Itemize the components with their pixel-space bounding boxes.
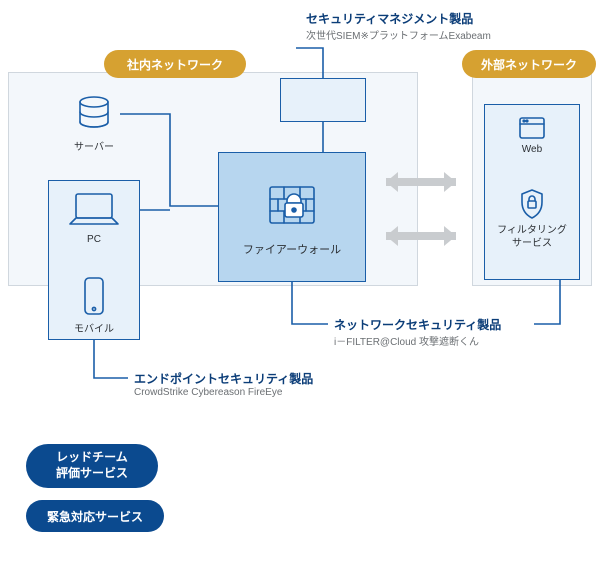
sec-mgmt-sub: 次世代SIEM※プラットフォームExabeam — [306, 27, 491, 42]
browser-window-icon — [518, 116, 546, 140]
firewall-label: ファイアーウォール — [243, 241, 341, 257]
firewall-box: ファイアーウォール — [218, 152, 366, 282]
red-team-pill-label: レッドチーム 評価サービス — [56, 450, 128, 481]
endpoint-title: エンドポイントセキュリティ製品 — [134, 370, 313, 387]
internal-network-pill-label: 社内ネットワーク — [127, 56, 223, 73]
server-icon — [74, 94, 114, 134]
emergency-pill: 緊急対応サービス — [26, 500, 164, 532]
sec-mgmt-title: セキュリティマネジメント製品 — [306, 10, 491, 27]
firewall-brick-icon — [264, 177, 320, 233]
shield-lock-icon — [518, 188, 546, 220]
red-team-pill: レッドチーム 評価サービス — [26, 444, 158, 488]
net-sec-sub: i－FILTER@Cloud 攻撃遮断くん — [334, 333, 501, 348]
arrow-top — [374, 172, 468, 192]
arrow-bottom — [374, 226, 468, 246]
internal-network-pill: 社内ネットワーク — [104, 50, 246, 78]
emergency-pill-label: 緊急対応サービス — [47, 508, 143, 525]
mobile-icon — [82, 276, 106, 316]
net-sec-title: ネットワークセキュリティ製品 — [334, 316, 501, 333]
mobile-label: モバイル — [56, 320, 132, 335]
web-label: Web — [500, 144, 564, 155]
sec-mgmt-callout: セキュリティマネジメント製品 次世代SIEM※プラットフォームExabeam — [306, 10, 491, 42]
laptop-icon — [66, 190, 122, 230]
external-network-pill-label: 外部ネットワーク — [481, 56, 577, 73]
net-sec-callout: ネットワークセキュリティ製品 i－FILTER@Cloud 攻撃遮断くん — [334, 316, 501, 348]
external-network-pill: 外部ネットワーク — [462, 50, 596, 78]
filtering-label: フィルタリング サービス — [492, 224, 572, 250]
siem-box — [280, 78, 366, 122]
server-label: サーバー — [60, 138, 128, 153]
pc-label: PC — [60, 234, 128, 245]
endpoint-callout: エンドポイントセキュリティ製品 CrowdStrike Cybereason F… — [134, 370, 313, 398]
endpoint-sub: CrowdStrike Cybereason FireEye — [134, 387, 313, 398]
